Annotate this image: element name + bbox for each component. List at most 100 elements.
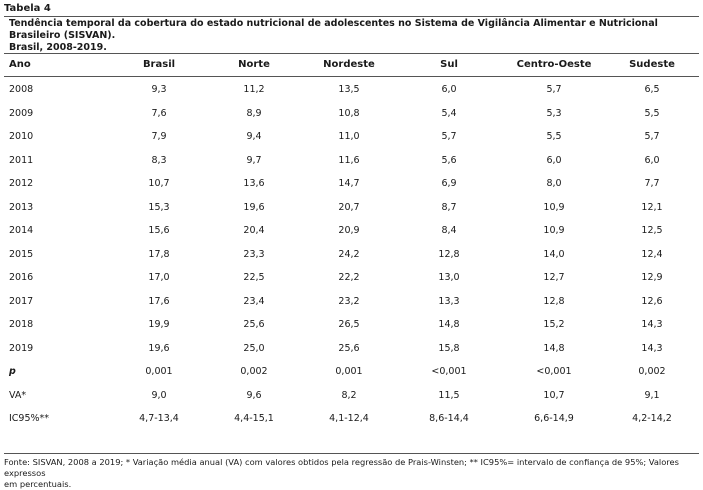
table-cell: <0,001 — [536, 366, 572, 377]
header-norte: Norte — [238, 59, 270, 70]
table-row: 2014 15,6 20,4 20,9 8,4 10,9 12,5 — [4, 220, 699, 242]
header-nordeste: Nordeste — [323, 59, 375, 70]
table-row: 2009 7,6 8,9 10,8 5,4 5,3 5,5 — [4, 103, 699, 125]
header-centro-oeste: Centro-Oeste — [516, 59, 592, 70]
table-cell: 4,1-12,4 — [329, 413, 369, 424]
table-cell: 8,2 — [341, 389, 357, 401]
table-cell: 13,6 — [243, 178, 265, 189]
table-cell: 6,6-14,9 — [534, 413, 574, 424]
table-row: 2010 7,9 9,4 11,0 5,7 5,5 5,7 — [4, 126, 699, 148]
table-frame — [4, 16, 699, 454]
table-cell: 12,8 — [543, 295, 565, 307]
table-cell: 8,3 — [151, 154, 167, 166]
header-brasil: Brasil — [142, 59, 176, 70]
table-cell: 12,4 — [641, 248, 663, 260]
table-cell: 23,4 — [243, 295, 265, 307]
table-cell: 24,2 — [338, 248, 360, 260]
header-sul: Sul — [440, 59, 458, 70]
row-label: 2017 — [9, 295, 34, 307]
table-cell: 8,4 — [441, 225, 457, 236]
caption-line-2: Brasil, 2008-2019. — [9, 42, 107, 53]
row-label: 2012 — [9, 178, 34, 189]
table-cell: 14,7 — [338, 178, 360, 189]
table-cell: 4,7-13,4 — [139, 413, 179, 424]
table-cell: 6,0 — [441, 84, 457, 95]
row-label: 2018 — [9, 319, 34, 330]
table-cell: 14,8 — [438, 319, 460, 330]
table-cell: 12,9 — [641, 272, 663, 283]
table-cell: 10,8 — [338, 107, 360, 119]
table-cell: 6,9 — [441, 178, 457, 189]
header-sudeste: Sudeste — [629, 59, 675, 70]
table-cell: 20,9 — [338, 225, 360, 236]
row-label: p — [9, 366, 16, 377]
table-cell: 9,4 — [246, 131, 262, 142]
table-header-row: Ano Brasil Norte Nordeste Sul Centro-Oes… — [4, 54, 699, 76]
table-cell: 9,0 — [151, 389, 167, 401]
table-cell: 5,5 — [644, 107, 660, 119]
table-row: 2019 19,6 25,0 25,6 15,8 14,8 14,3 — [4, 338, 699, 360]
table-cell: 0,001 — [335, 366, 363, 377]
table-cell: 7,6 — [151, 107, 167, 119]
header-top-rule — [4, 53, 699, 54]
table-cell: 8,0 — [546, 178, 562, 189]
caption-line-1: Tendência temporal da cobertura do estad… — [9, 18, 658, 41]
table-row: 2018 19,9 25,6 26,5 14,8 15,2 14,3 — [4, 314, 699, 336]
table-cell: 15,2 — [543, 319, 565, 330]
table-cell: 6,5 — [644, 84, 660, 95]
table-cell: 13,5 — [338, 84, 360, 95]
row-label: 2016 — [9, 272, 34, 283]
table-row: 2016 17,0 22,5 22,2 13,0 12,7 12,9 — [4, 267, 699, 289]
table-cell: 14,0 — [543, 248, 565, 260]
table-row: IC95%** 4,7-13,4 4,4-15,1 4,1-12,4 8,6-14,4 6… — [4, 408, 699, 430]
table-row: p 0,001 0,002 0,001 <0,001 <0,001 0,002 — [4, 361, 699, 383]
row-label: 2015 — [9, 248, 34, 260]
table-cell: 5,7 — [644, 131, 660, 142]
table-cell: 4,4-15,1 — [234, 413, 274, 424]
table-cell: 12,7 — [543, 272, 565, 283]
table-cell: 25,6 — [338, 342, 360, 354]
table-cell: 20,7 — [338, 201, 360, 213]
table-cell: 8,7 — [441, 201, 457, 213]
table-cell: 13,3 — [438, 295, 460, 307]
table-cell: 22,2 — [338, 272, 360, 283]
table-cell: 14,8 — [543, 342, 565, 354]
table-cell: 11,5 — [438, 389, 460, 401]
footnote-line-1: Fonte: SISVAN, 2008 a 2019; * Variação m… — [4, 457, 679, 478]
row-label: VA* — [9, 389, 27, 401]
row-label: 2009 — [9, 107, 34, 119]
table-row: 2011 8,3 9,7 11,6 5,6 6,0 6,0 — [4, 150, 699, 172]
table-cell: 6,0 — [644, 154, 660, 166]
table-cell: 10,7 — [543, 389, 565, 401]
table-row: VA* 9,0 9,6 8,2 11,5 10,7 9,1 — [4, 385, 699, 407]
table-cell: 17,6 — [148, 295, 170, 307]
row-label: 2014 — [9, 225, 34, 236]
table-cell: 19,9 — [148, 319, 170, 330]
table-cell: 14,3 — [641, 319, 663, 330]
table-cell: 0,002 — [638, 366, 666, 377]
table-cell: 9,1 — [644, 389, 660, 401]
table-cell: 12,6 — [641, 295, 663, 307]
table-cell: 11,6 — [338, 154, 360, 166]
header-ano: Ano — [9, 59, 31, 70]
table-cell: 0,002 — [240, 366, 268, 377]
table-cell: 0,001 — [145, 366, 173, 377]
row-label: IC95%** — [9, 413, 50, 424]
table-cell: 17,8 — [148, 248, 170, 260]
table-cell: 26,5 — [338, 319, 360, 330]
table-cell: 23,3 — [243, 248, 265, 260]
table-cell: 12,5 — [641, 225, 663, 236]
table-row: 2013 15,3 19,6 20,7 8,7 10,9 12,1 — [4, 197, 699, 219]
table-cell: 17,0 — [148, 272, 170, 283]
table-cell: 10,9 — [543, 225, 565, 236]
table-cell: 10,7 — [148, 178, 170, 189]
table-cell: 5,5 — [546, 131, 562, 142]
table-cell: 20,4 — [243, 225, 265, 236]
table-cell: 13,0 — [438, 272, 460, 283]
table-row: 2015 17,8 23,3 24,2 12,8 14,0 12,4 — [4, 244, 699, 266]
table-cell: 7,7 — [644, 178, 660, 189]
table-row: 2017 17,6 23,4 23,2 13,3 12,8 12,6 — [4, 291, 699, 313]
row-label: 2010 — [9, 131, 34, 142]
table-cell: 8,6-14,4 — [429, 413, 469, 424]
table-cell: 22,5 — [243, 272, 265, 283]
